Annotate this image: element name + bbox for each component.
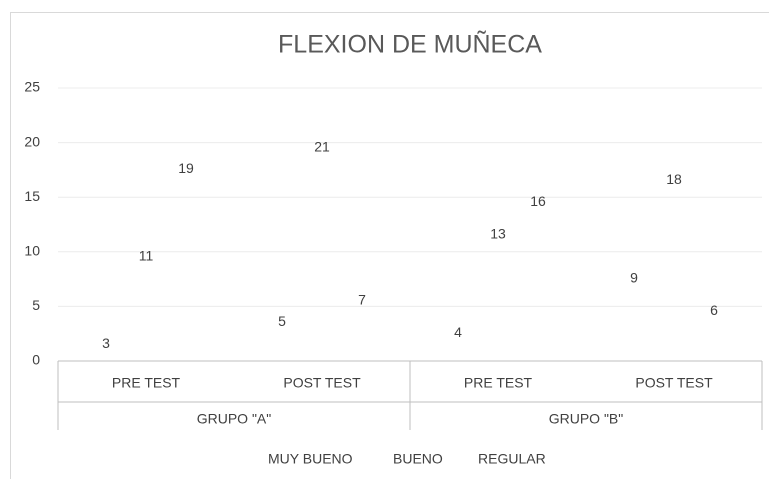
y-tick-label: 0 [32,352,40,368]
y-tick-label: 25 [24,79,40,95]
data-label: 21 [314,138,330,154]
data-label: 5 [278,313,286,329]
data-label: 4 [454,324,462,340]
y-tick-label: 20 [24,133,40,149]
x-tick-label: PRE TEST [112,375,181,391]
data-label: 13 [490,226,506,242]
legend-entry: REGULAR [478,451,546,467]
data-label: 6 [710,302,718,318]
legend-entry: MUY BUENO [268,451,353,467]
chart-title: FLEXION DE MUÑECA [278,30,542,59]
y-tick-label: 5 [32,297,40,313]
data-label: 19 [178,160,194,176]
group-label: GRUPO "A" [197,411,272,427]
x-tick-label: PRE TEST [464,375,533,391]
data-label: 9 [630,269,638,285]
data-label: 3 [102,335,110,351]
data-label: 7 [358,291,366,307]
group-label: GRUPO "B" [549,411,624,427]
legend-entry: BUENO [393,451,443,467]
x-tick-label: POST TEST [635,375,713,391]
x-tick-label: POST TEST [283,375,361,391]
data-label: 11 [139,248,154,264]
data-label: 16 [530,193,546,209]
chart-frame [10,12,769,479]
y-tick-label: 15 [24,188,40,204]
data-label: 18 [666,171,682,187]
y-tick-label: 10 [24,243,40,259]
